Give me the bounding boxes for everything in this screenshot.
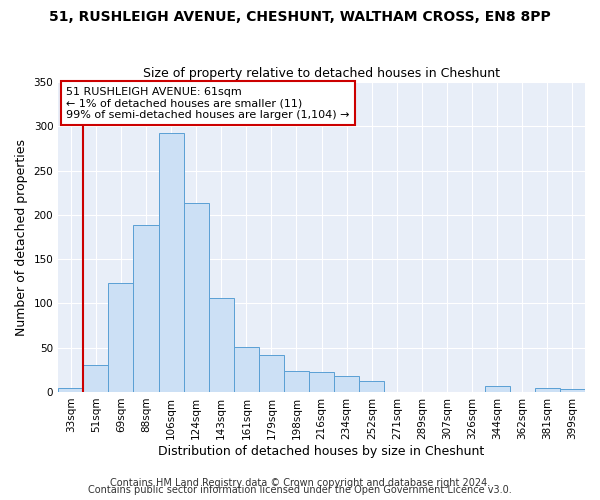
Bar (184, 204, 209, 392)
Bar (535, 388, 560, 392)
Bar (359, 382, 385, 392)
Bar (58, 388, 83, 392)
Text: Contains HM Land Registry data © Crown copyright and database right 2024.: Contains HM Land Registry data © Crown c… (110, 478, 490, 488)
Title: Size of property relative to detached houses in Cheshunt: Size of property relative to detached ho… (143, 66, 500, 80)
Bar (309, 372, 334, 392)
Bar (259, 355, 284, 392)
Bar (485, 386, 510, 392)
Bar (109, 283, 133, 392)
Text: Contains public sector information licensed under the Open Government Licence v3: Contains public sector information licen… (88, 485, 512, 495)
Bar (209, 298, 234, 392)
Bar (133, 224, 158, 392)
Bar (560, 390, 585, 392)
Text: 51, RUSHLEIGH AVENUE, CHESHUNT, WALTHAM CROSS, EN8 8PP: 51, RUSHLEIGH AVENUE, CHESHUNT, WALTHAM … (49, 10, 551, 24)
Bar (334, 376, 359, 392)
Bar (234, 347, 259, 392)
Y-axis label: Number of detached properties: Number of detached properties (15, 138, 28, 336)
Text: 51 RUSHLEIGH AVENUE: 61sqm
← 1% of detached houses are smaller (11)
99% of semi-: 51 RUSHLEIGH AVENUE: 61sqm ← 1% of detac… (66, 86, 350, 120)
Bar (284, 370, 309, 392)
Bar (83, 366, 109, 392)
X-axis label: Distribution of detached houses by size in Cheshunt: Distribution of detached houses by size … (158, 444, 485, 458)
Bar (158, 132, 184, 392)
